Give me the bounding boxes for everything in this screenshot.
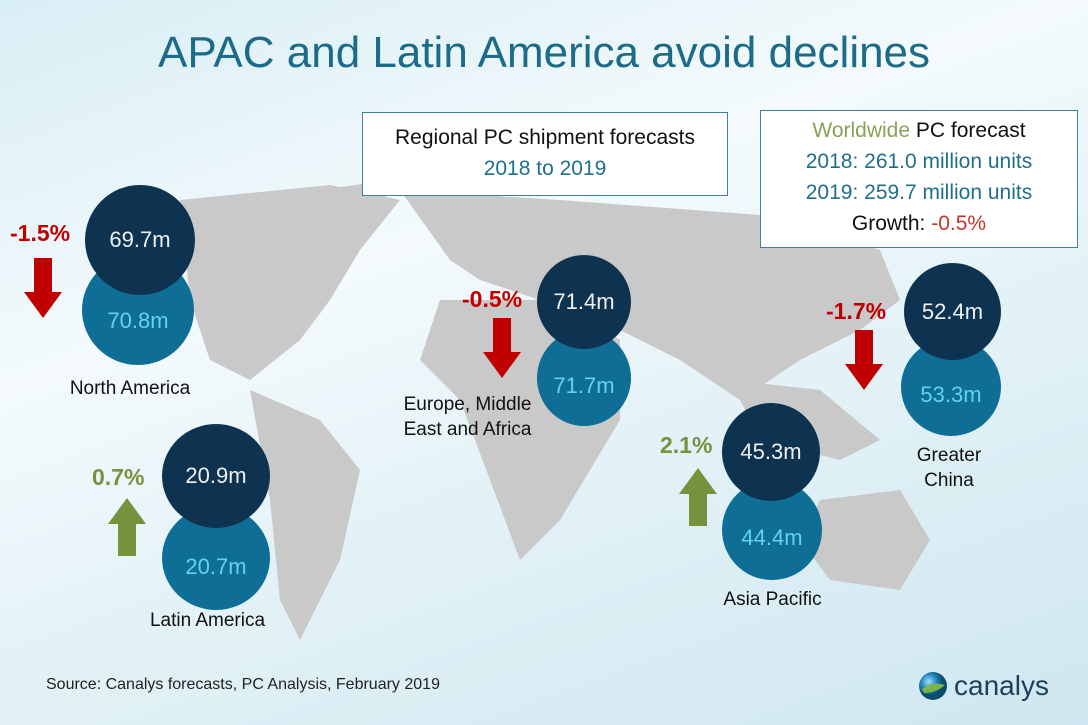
down-arrow-icon bbox=[483, 318, 521, 378]
forecast-2019: 2019: 259.7 million units bbox=[805, 181, 1033, 204]
la-growth: 0.7% bbox=[92, 464, 145, 490]
gc-label-line2: China bbox=[924, 470, 974, 491]
emea-label-line2: East and Africa bbox=[403, 419, 532, 440]
globe-icon bbox=[919, 672, 947, 700]
gc-growth: -1.7% bbox=[826, 298, 887, 324]
logo-text: canalys bbox=[954, 670, 1049, 701]
up-arrow-icon bbox=[679, 468, 717, 526]
forecast-2018: 2018: 261.0 million units bbox=[805, 150, 1033, 173]
up-arrow-icon bbox=[108, 498, 146, 556]
growth-label: Growth: bbox=[851, 212, 926, 235]
ap-label: Asia Pacific bbox=[723, 589, 822, 610]
canalys-logo: canalys bbox=[918, 670, 1049, 702]
regional-box: Regional PC shipment forecasts 2018 to 2… bbox=[362, 112, 728, 196]
na-2018-circle: 69.7m bbox=[85, 185, 195, 295]
regional-line2: 2018 to 2019 bbox=[483, 157, 607, 180]
emea-2018-circle: 71.4m bbox=[537, 255, 631, 349]
la-label: Latin America bbox=[149, 610, 266, 631]
source-note: Source: Canalys forecasts, PC Analysis, … bbox=[46, 676, 440, 693]
la-2018-circle: 20.9m bbox=[162, 424, 270, 528]
gc-label-line1: Greater bbox=[916, 445, 982, 466]
ap-2018-circle: 45.3m bbox=[722, 403, 820, 501]
emea-label-line1: Europe, Middle bbox=[403, 394, 532, 415]
regional-line1: Regional PC shipment forecasts bbox=[395, 126, 695, 149]
emea-label: Europe, Middle East and Africa bbox=[380, 392, 555, 442]
pc-forecast-label: PC forecast bbox=[915, 119, 1026, 142]
page-title: APAC and Latin America avoid declines bbox=[157, 28, 931, 77]
ap-growth: 2.1% bbox=[660, 432, 713, 458]
worldwide-box: Worldwide PC forecast 2018: 261.0 millio… bbox=[760, 110, 1078, 248]
na-label: North America bbox=[69, 378, 191, 399]
growth-value: -0.5% bbox=[931, 212, 987, 235]
gc-label: Greater China bbox=[890, 443, 1008, 493]
down-arrow-icon bbox=[845, 330, 883, 390]
down-arrow-icon bbox=[24, 258, 62, 318]
emea-growth: -0.5% bbox=[462, 286, 523, 312]
gc-2018-circle: 52.4m bbox=[904, 263, 1001, 360]
na-growth: -1.5% bbox=[10, 220, 71, 246]
worldwide-label: Worldwide bbox=[812, 119, 911, 142]
